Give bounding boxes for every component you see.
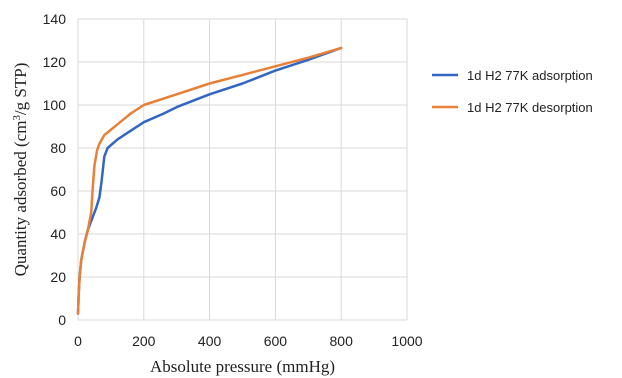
legend-label: 1d H2 77K adsorption — [467, 68, 593, 83]
x-tick-label: 200 — [132, 333, 156, 349]
x-tick-label: 0 — [74, 333, 82, 349]
y-tick-label: 0 — [58, 312, 66, 328]
y-axis-title-superscript: 3 — [11, 115, 23, 121]
y-axis-title-unit: /g STP) — [11, 63, 30, 115]
legend-label: 1d H2 77K desorption — [467, 100, 593, 115]
x-tick-label: 800 — [330, 333, 354, 349]
legend: 1d H2 77K adsorption 1d H2 77K desorption — [432, 68, 593, 115]
grid-layer — [77, 18, 408, 321]
series-line-desorption — [76, 46, 343, 315]
x-axis-title: Absolute pressure (mmHg) — [150, 357, 335, 376]
y-tick-label: 100 — [43, 97, 67, 113]
y-tick-label: 120 — [43, 54, 67, 70]
y-tick-label: 60 — [50, 183, 66, 199]
y-tick-label: 140 — [43, 11, 67, 27]
x-tick-label: 400 — [198, 333, 222, 349]
y-tick-label: 40 — [50, 226, 66, 242]
y-tick-label: 80 — [50, 140, 66, 156]
series-layer — [76, 46, 343, 315]
y-tick-label: 20 — [50, 269, 66, 285]
axis-layer: 0 200 400 600 800 1000 0 20 40 60 80 100 120 140 — [43, 11, 423, 349]
y-axis-title: Quantity adsorbed (cm3/g STP) — [11, 63, 30, 277]
x-tick-label: 600 — [264, 333, 288, 349]
y-axis-title-main: Quantity adsorbed (cm — [11, 121, 30, 277]
x-tick-label: 1000 — [391, 333, 422, 349]
